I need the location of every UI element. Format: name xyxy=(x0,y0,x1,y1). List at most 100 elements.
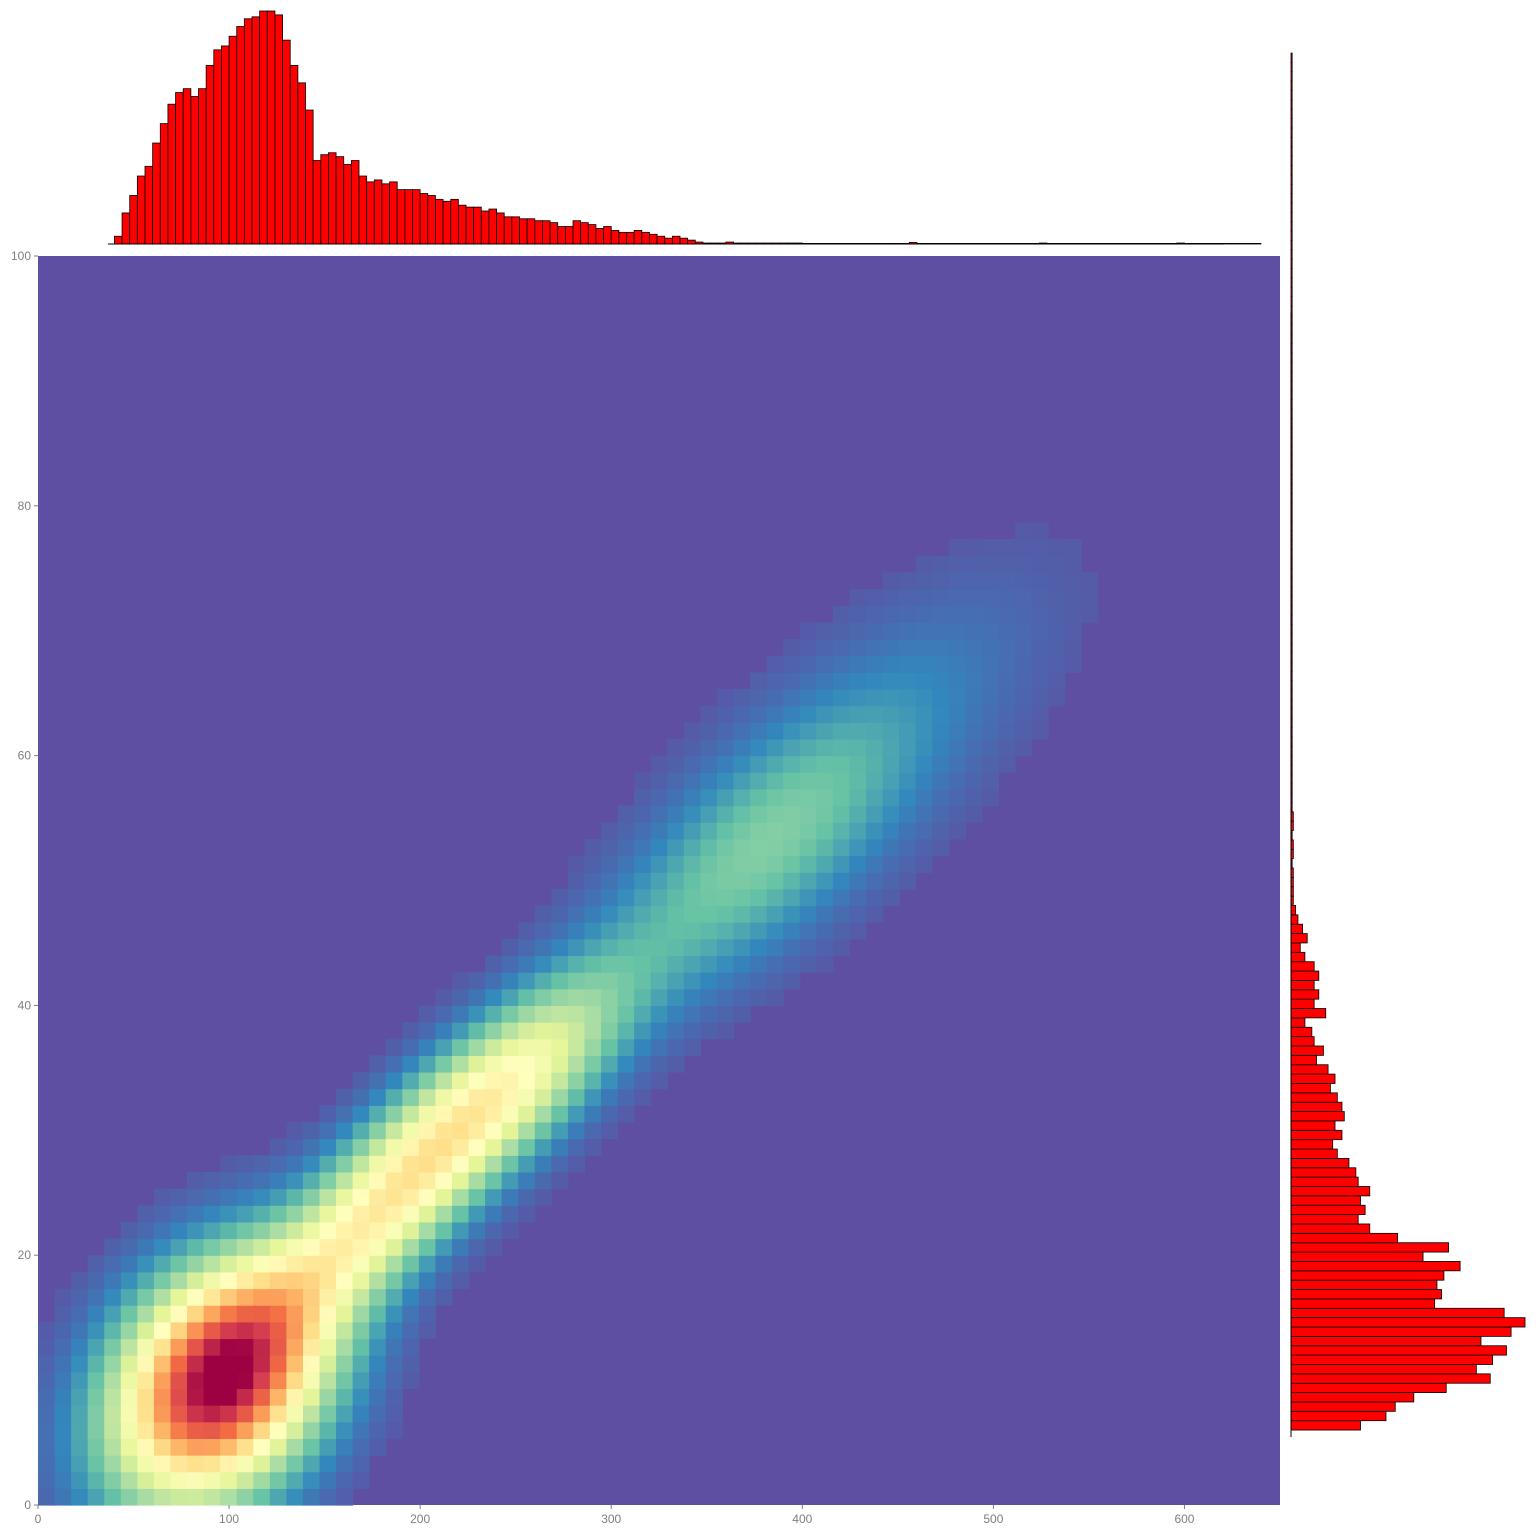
heatmap-cell xyxy=(733,905,751,923)
heatmap-cell xyxy=(998,555,1016,574)
heatmap-cell xyxy=(866,888,884,907)
heatmap-cell xyxy=(750,705,768,723)
heatmap-cell xyxy=(518,1038,536,1056)
y-histogram-bar xyxy=(1290,933,1308,944)
heatmap-cell xyxy=(236,1321,254,1340)
heatmap-cell xyxy=(170,1305,188,1323)
heatmap-cell xyxy=(253,1205,271,1223)
heatmap-cell xyxy=(319,1388,337,1406)
heatmap-cell xyxy=(567,888,586,907)
heatmap-cell xyxy=(899,589,917,607)
y-histogram-bar xyxy=(1290,1354,1493,1365)
heatmap-cell xyxy=(534,1188,552,1206)
heatmap-cell xyxy=(501,1171,519,1190)
heatmap-cell xyxy=(866,755,884,773)
heatmap-cell xyxy=(882,805,900,823)
heatmap-cell xyxy=(71,1355,89,1373)
heatmap-cell xyxy=(385,1338,403,1356)
heatmap-cell xyxy=(650,905,668,923)
heatmap-cell xyxy=(269,1488,287,1506)
heatmap-cell xyxy=(501,988,519,1006)
heatmap-cell xyxy=(567,1072,586,1090)
heatmap-cell xyxy=(1031,522,1049,540)
heatmap-cell xyxy=(601,888,619,907)
heatmap-cell xyxy=(302,1421,321,1439)
heatmap-cell xyxy=(915,589,933,607)
heatmap-cell xyxy=(932,705,950,723)
heatmap-cell xyxy=(849,605,867,623)
heatmap-cell xyxy=(236,1221,254,1240)
y-histogram-bar xyxy=(1290,1186,1371,1197)
heatmap-cell xyxy=(650,822,668,840)
heatmap-cell xyxy=(1031,605,1049,623)
x-histogram-bar xyxy=(526,218,536,245)
x-histogram-bar xyxy=(587,224,597,245)
x-histogram-bar xyxy=(228,35,238,245)
x-histogram-bar xyxy=(603,226,612,245)
heatmap-cell xyxy=(700,822,718,840)
heatmap-cell xyxy=(667,905,685,923)
heatmap-cell xyxy=(104,1471,122,1489)
heatmap-cell xyxy=(369,1238,387,1256)
heatmap-cell xyxy=(981,738,1000,757)
heatmap-cell xyxy=(269,1271,287,1290)
heatmap-cell xyxy=(336,1288,354,1306)
heatmap-cell xyxy=(71,1371,89,1390)
heatmap-cell xyxy=(998,688,1016,707)
heatmap-cell xyxy=(286,1488,304,1506)
heatmap-cell xyxy=(137,1405,155,1423)
y-histogram-bar xyxy=(1290,1092,1338,1103)
heatmap-cell xyxy=(567,972,586,990)
y-histogram-bar xyxy=(1290,923,1303,934)
heatmap-cell xyxy=(452,1138,470,1156)
heatmap-cell xyxy=(816,688,834,707)
heatmap-cell xyxy=(170,1321,188,1340)
heatmap-cell xyxy=(435,1171,453,1190)
x-histogram-bar xyxy=(236,26,245,245)
heatmap-cell xyxy=(170,1455,188,1473)
heatmap-cell xyxy=(700,988,718,1006)
heatmap-cell xyxy=(783,738,801,757)
heatmap-cell xyxy=(468,1255,486,1273)
heatmap-cell xyxy=(601,1121,619,1140)
heatmap-cell xyxy=(716,822,735,840)
heatmap-cell xyxy=(948,672,966,690)
heatmap-cell xyxy=(203,1388,221,1406)
heatmap-cell xyxy=(286,1388,304,1406)
heatmap-cell xyxy=(667,888,685,907)
heatmap-cell xyxy=(882,738,900,757)
heatmap-cell xyxy=(1031,539,1049,557)
heatmap-cell xyxy=(485,1022,503,1040)
heatmap-cell xyxy=(849,672,867,690)
heatmap-cell xyxy=(418,1205,437,1223)
heatmap-cell xyxy=(551,888,569,907)
heatmap-cell xyxy=(915,672,933,690)
heatmap-cell xyxy=(402,1171,420,1190)
heatmap-cell xyxy=(783,772,801,790)
heatmap-cell xyxy=(253,1355,271,1373)
heatmap-cell xyxy=(915,572,933,590)
heatmap-cell xyxy=(965,788,983,807)
heatmap-cell xyxy=(899,572,917,590)
heatmap-cell xyxy=(253,1288,271,1306)
heatmap-cell xyxy=(766,938,784,957)
heatmap-cell xyxy=(319,1438,337,1456)
heatmap-cell xyxy=(352,1288,370,1306)
heatmap-cell xyxy=(650,888,668,907)
heatmap-cell xyxy=(71,1421,89,1439)
heatmap-cell xyxy=(501,1205,519,1223)
x-histogram-bar xyxy=(167,103,176,245)
heatmap-cell xyxy=(435,1271,453,1290)
heatmap-cell xyxy=(336,1405,354,1423)
heatmap-cell xyxy=(302,1171,321,1190)
heatmap-cell xyxy=(220,1288,238,1306)
heatmap-cell xyxy=(385,1188,403,1206)
heatmap-cell xyxy=(286,1371,304,1390)
heatmap-cell xyxy=(816,805,834,823)
heatmap-cell xyxy=(269,1455,287,1473)
heatmap-cell xyxy=(352,1138,370,1156)
heatmap-cell xyxy=(634,938,652,957)
heatmap-cell xyxy=(418,1288,437,1306)
heatmap-cell xyxy=(402,1155,420,1173)
heatmap-cell xyxy=(1015,622,1033,640)
